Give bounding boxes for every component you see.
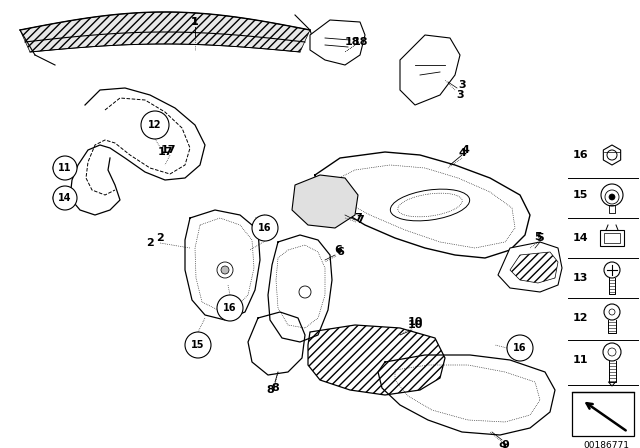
Text: 17: 17 xyxy=(157,147,173,157)
Text: 4: 4 xyxy=(458,148,466,158)
Text: 14: 14 xyxy=(58,193,72,203)
Text: 4: 4 xyxy=(461,145,469,155)
Circle shape xyxy=(53,193,63,203)
Text: 9: 9 xyxy=(501,440,509,448)
Text: 3: 3 xyxy=(458,80,466,90)
Circle shape xyxy=(609,194,615,200)
Text: 10: 10 xyxy=(407,320,422,330)
Text: 16: 16 xyxy=(572,150,588,160)
Text: 18: 18 xyxy=(352,37,368,47)
Circle shape xyxy=(507,335,533,361)
Polygon shape xyxy=(20,12,310,52)
Text: 16: 16 xyxy=(259,223,272,233)
Text: 16: 16 xyxy=(223,303,237,313)
Text: 2: 2 xyxy=(156,233,164,243)
Text: 12: 12 xyxy=(572,313,588,323)
Text: 5: 5 xyxy=(536,233,544,243)
Circle shape xyxy=(53,156,77,180)
Text: 16: 16 xyxy=(513,343,527,353)
Text: 3: 3 xyxy=(456,90,464,100)
Text: 9: 9 xyxy=(498,442,506,448)
Polygon shape xyxy=(310,20,365,65)
Polygon shape xyxy=(498,242,562,292)
Circle shape xyxy=(221,266,229,274)
Text: 1: 1 xyxy=(191,17,199,27)
Text: 6: 6 xyxy=(334,245,342,255)
Text: 17: 17 xyxy=(160,145,176,155)
Text: 11: 11 xyxy=(58,163,72,173)
Polygon shape xyxy=(400,35,460,105)
Text: 2: 2 xyxy=(146,238,154,248)
Text: 5: 5 xyxy=(534,232,542,242)
Text: 7: 7 xyxy=(354,213,362,223)
Text: 10: 10 xyxy=(407,317,422,327)
Text: 7: 7 xyxy=(356,215,364,225)
Text: 8: 8 xyxy=(266,385,274,395)
Circle shape xyxy=(53,163,63,173)
Text: 1: 1 xyxy=(191,17,199,27)
Text: 15: 15 xyxy=(191,340,205,350)
Circle shape xyxy=(185,332,211,358)
Text: 15: 15 xyxy=(572,190,588,200)
Text: 14: 14 xyxy=(572,233,588,243)
Bar xyxy=(572,392,634,436)
Circle shape xyxy=(252,215,278,241)
Text: 18: 18 xyxy=(344,37,360,47)
Text: 8: 8 xyxy=(271,383,279,393)
Polygon shape xyxy=(292,175,358,228)
Bar xyxy=(600,230,624,246)
Text: 12: 12 xyxy=(148,120,162,130)
Circle shape xyxy=(53,186,77,210)
Text: 13: 13 xyxy=(572,273,588,283)
Text: 6: 6 xyxy=(336,247,344,257)
Circle shape xyxy=(141,111,169,139)
Bar xyxy=(604,233,620,243)
Circle shape xyxy=(217,295,243,321)
Text: 00186771: 00186771 xyxy=(583,440,629,448)
Text: 11: 11 xyxy=(572,355,588,365)
